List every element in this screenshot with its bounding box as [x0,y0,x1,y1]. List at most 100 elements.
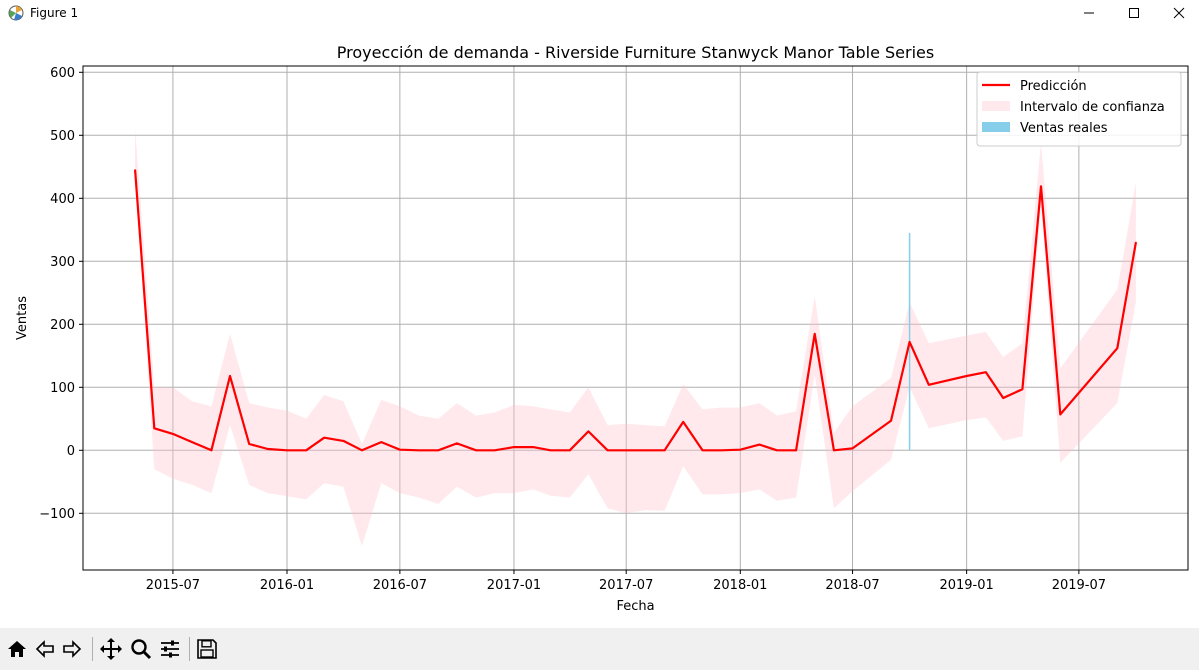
prediction-point [1040,185,1042,188]
minimize-icon[interactable] [1066,0,1112,26]
prediction-point [776,449,778,452]
y-tick-label: 400 [50,192,75,207]
prediction-point [1021,388,1024,390]
prediction-point [286,449,288,452]
toolbar-separator [92,637,93,661]
y-tick-label: −100 [39,507,75,522]
prediction-point [1116,347,1119,350]
prediction-point [1059,413,1062,416]
y-tick-label: 300 [50,255,75,270]
y-tick-label: 0 [67,444,75,459]
y-tick-label: 200 [50,318,75,333]
prediction-point [758,443,761,446]
prediction-point [1135,241,1137,244]
prediction-point [248,443,250,445]
maximize-icon[interactable] [1111,0,1157,26]
legend-swatch-actual [982,122,1010,132]
prediction-point [210,449,213,452]
zoom-icon[interactable] [128,636,154,662]
prediction-point [625,449,627,452]
prediction-point [399,448,401,451]
prediction-line-layer [134,169,1137,452]
y-tick-label: 500 [50,129,75,144]
configure-subplots-icon[interactable] [157,636,183,662]
legend-swatch-interval [982,101,1010,111]
x-axis-label: Fecha [616,599,654,614]
y-tick-label: 600 [50,66,75,81]
window-titlebar: Figure 1 [0,0,1199,26]
x-tick-label: 2016-07 [373,578,427,593]
prediction-point [153,427,156,430]
prediction-point [456,442,458,445]
legend-label: Ventas reales [1020,121,1108,136]
pan-icon[interactable] [98,636,124,662]
prediction-point [418,449,420,452]
prediction-point [908,341,911,343]
x-tick-label: 2015-07 [146,578,200,593]
x-tick-label: 2019-07 [1052,578,1106,593]
prediction-point [701,449,704,452]
chart-title: Proyección de demanda - Riverside Furnit… [337,43,934,62]
legend: Predicción Intervalo de confianza Ventas r… [976,71,1182,147]
prediction-point [587,430,590,433]
prediction-point [795,449,797,452]
prediction-point [1002,397,1005,399]
x-tick-label: 2017-01 [487,578,541,593]
x-tick-label: 2018-01 [713,578,767,593]
grid [83,66,1188,570]
prediction-point [532,446,534,448]
prediction-point [266,448,269,450]
prediction-point [229,375,231,377]
prediction-point [549,449,552,452]
prediction-point [682,421,685,423]
prediction-point [437,449,440,452]
y-tick-label: 100 [50,381,75,396]
prediction-point [568,449,571,452]
legend-label: Predicción [1020,79,1087,94]
prediction-point [851,447,854,450]
legend-box [976,71,1182,147]
prediction-point [965,375,968,377]
prediction-point [191,441,193,443]
prediction-point [323,436,326,439]
close-icon[interactable] [1156,0,1199,26]
x-tick-label: 2017-07 [599,578,653,593]
prediction-point [928,383,930,386]
prediction-point [493,449,496,452]
navigation-toolbar [0,628,1199,670]
back-icon[interactable] [32,636,58,662]
prediction-point [833,449,835,452]
prediction-point [985,371,987,373]
prediction-point [739,448,742,451]
prediction-point [380,441,383,443]
prediction-point [890,419,892,422]
prediction-point [720,449,722,452]
chart-figure: 2015-07 2016-01 2016-07 2017-01 2017-07 2018-… [15,43,1189,614]
confidence-interval-area [135,127,1136,547]
prediction-point [342,440,345,442]
prediction-point [513,446,515,448]
x-tick-label: 2019-01 [939,578,993,593]
x-tick-label: 2018-07 [825,578,879,593]
save-icon[interactable] [194,636,220,662]
forward-icon[interactable] [59,636,85,662]
prediction-point [475,449,477,452]
prediction-point [361,449,363,452]
x-tick-label: 2016-01 [260,578,314,593]
matplotlib-icon [7,4,25,22]
y-axis-label: Ventas [15,296,30,340]
axes [79,65,1189,574]
axes-frame [82,65,1189,571]
prediction-point [606,449,609,452]
prediction-point [663,449,666,452]
prediction-point [813,332,816,335]
prediction-point [172,433,174,435]
window-title: Figure 1 [30,6,79,20]
home-icon[interactable] [4,636,30,662]
toolbar-separator [189,637,190,661]
chart-labels: 2015-07 2016-01 2016-07 2017-01 2017-07 2018-… [15,43,1106,614]
prediction-point [134,169,136,171]
prediction-point [644,449,647,452]
prediction-point [305,449,308,452]
confidence-interval-band [135,127,1136,547]
